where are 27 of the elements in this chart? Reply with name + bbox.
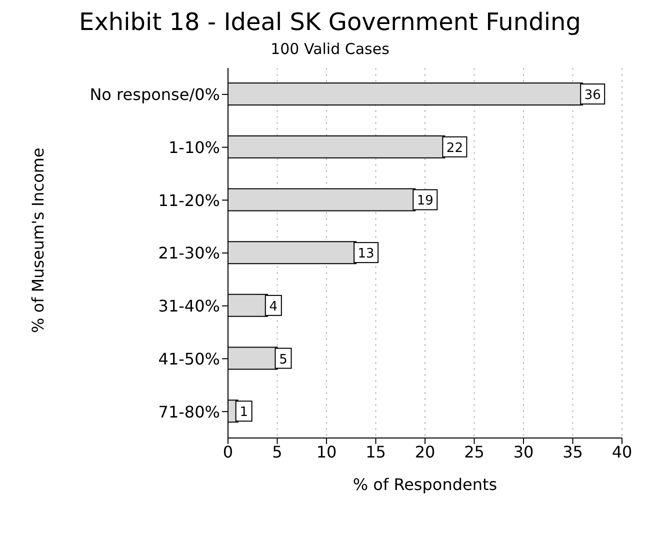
x-tick-label: 25 [464, 442, 484, 462]
y-tick-label: 71-80% [158, 402, 220, 422]
data-label: 13 [358, 246, 374, 262]
x-tick-label: 15 [366, 442, 386, 462]
x-tick-label: 35 [562, 442, 583, 462]
x-tick-label: 30 [513, 442, 534, 462]
chart-subtitle: 100 Valid Cases [270, 40, 390, 58]
x-tick-label: 40 [612, 442, 632, 462]
data-label: 22 [446, 140, 463, 156]
y-tick-label: 1-10% [168, 138, 220, 157]
y-tick-label: 41-50% [158, 349, 220, 368]
y-tick-label: No response/0% [90, 85, 220, 104]
y-tick-label: 11-20% [158, 190, 220, 210]
chart-title: Exhibit 18 - Ideal SK Government Funding [78, 8, 582, 36]
x-tick-label: 20 [414, 442, 436, 462]
data-label: 36 [584, 88, 601, 103]
y-tick-label: 31-40% [158, 296, 220, 316]
y-tick-label: 21-30% [158, 244, 220, 263]
data-label: 5 [279, 352, 288, 368]
x-tick-label: 10 [316, 442, 337, 462]
data-label: 1 [240, 405, 248, 420]
x-tick-label: 0 [222, 442, 234, 462]
data-label: 4 [269, 299, 278, 314]
x-tick-label: 5 [272, 442, 282, 462]
y-axis-title: % of Museum's Income [28, 148, 48, 333]
data-label: 19 [416, 194, 434, 209]
x-axis-title: % of Respondents [352, 475, 498, 494]
